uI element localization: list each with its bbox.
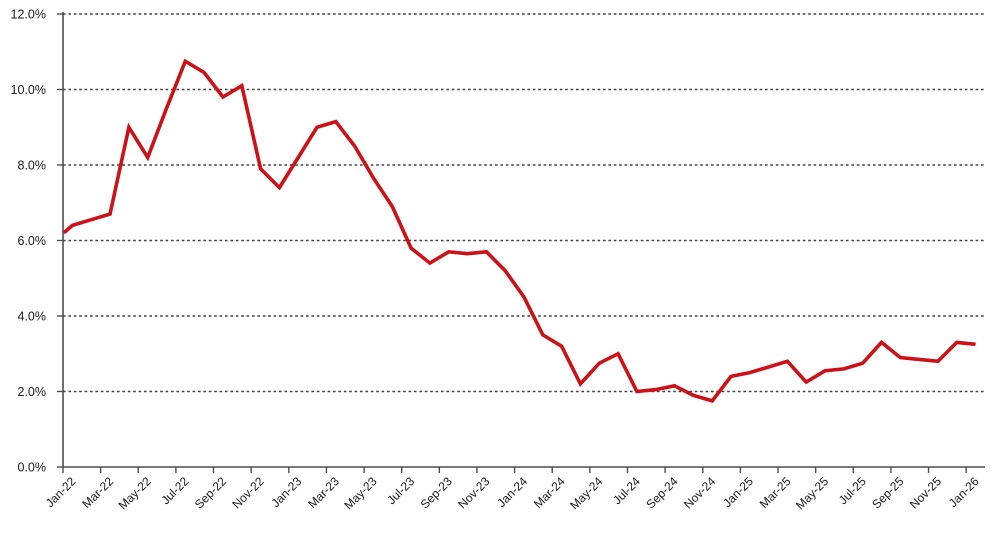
x-axis-label-Jul-23: Jul-23 <box>384 474 417 507</box>
x-axis-label-Mar-25: Mar-25 <box>757 474 794 511</box>
x-axis-label-Nov-25: Nov-25 <box>907 474 944 511</box>
x-axis-label-Nov-24: Nov-24 <box>681 474 718 511</box>
x-axis-label-Jan-22: Jan-22 <box>43 474 79 510</box>
x-axis-label-Sep-22: Sep-22 <box>192 474 229 511</box>
x-axis-label-Nov-23: Nov-23 <box>455 474 492 511</box>
x-axis-label-Sep-25: Sep-25 <box>869 474 906 511</box>
x-axis-label-Mar-22: Mar-22 <box>79 474 116 511</box>
y-axis-label-0.0%: 0.0% <box>18 460 47 474</box>
y-axis-label-10.0%: 10.0% <box>11 83 46 97</box>
x-axis-label-May-25: May-25 <box>793 474 831 512</box>
x-axis-label-Nov-22: Nov-22 <box>229 474 266 511</box>
y-axis-label-12.0%: 12.0% <box>11 7 46 21</box>
x-axis-label-Sep-23: Sep-23 <box>418 474 455 511</box>
y-axis-label-8.0%: 8.0% <box>18 158 47 172</box>
y-axis-label-2.0%: 2.0% <box>18 385 47 399</box>
x-axis-label-Mar-23: Mar-23 <box>305 474 342 511</box>
x-axis-label-Jul-22: Jul-22 <box>158 474 191 507</box>
x-axis-label-Sep-24: Sep-24 <box>643 474 680 511</box>
x-axis-label-Mar-24: Mar-24 <box>531 474 568 511</box>
y-axis-label-4.0%: 4.0% <box>18 309 47 323</box>
y-axis-label-6.0%: 6.0% <box>18 234 47 248</box>
x-axis-label-Jul-25: Jul-25 <box>836 474 869 507</box>
data-series-line-1 <box>62 58 976 403</box>
x-axis-label-Jan-25: Jan-25 <box>720 474 756 510</box>
x-axis-label-May-22: May-22 <box>116 474 154 512</box>
x-axis-label-May-24: May-24 <box>567 474 605 512</box>
x-axis-label-Jul-24: Jul-24 <box>610 474 643 507</box>
x-axis-label-Jan-26: Jan-26 <box>946 474 982 510</box>
x-axis-label-Jan-24: Jan-24 <box>494 474 530 510</box>
x-axis-label-May-23: May-23 <box>341 474 379 512</box>
x-axis-label-Jan-23: Jan-23 <box>268 474 304 510</box>
